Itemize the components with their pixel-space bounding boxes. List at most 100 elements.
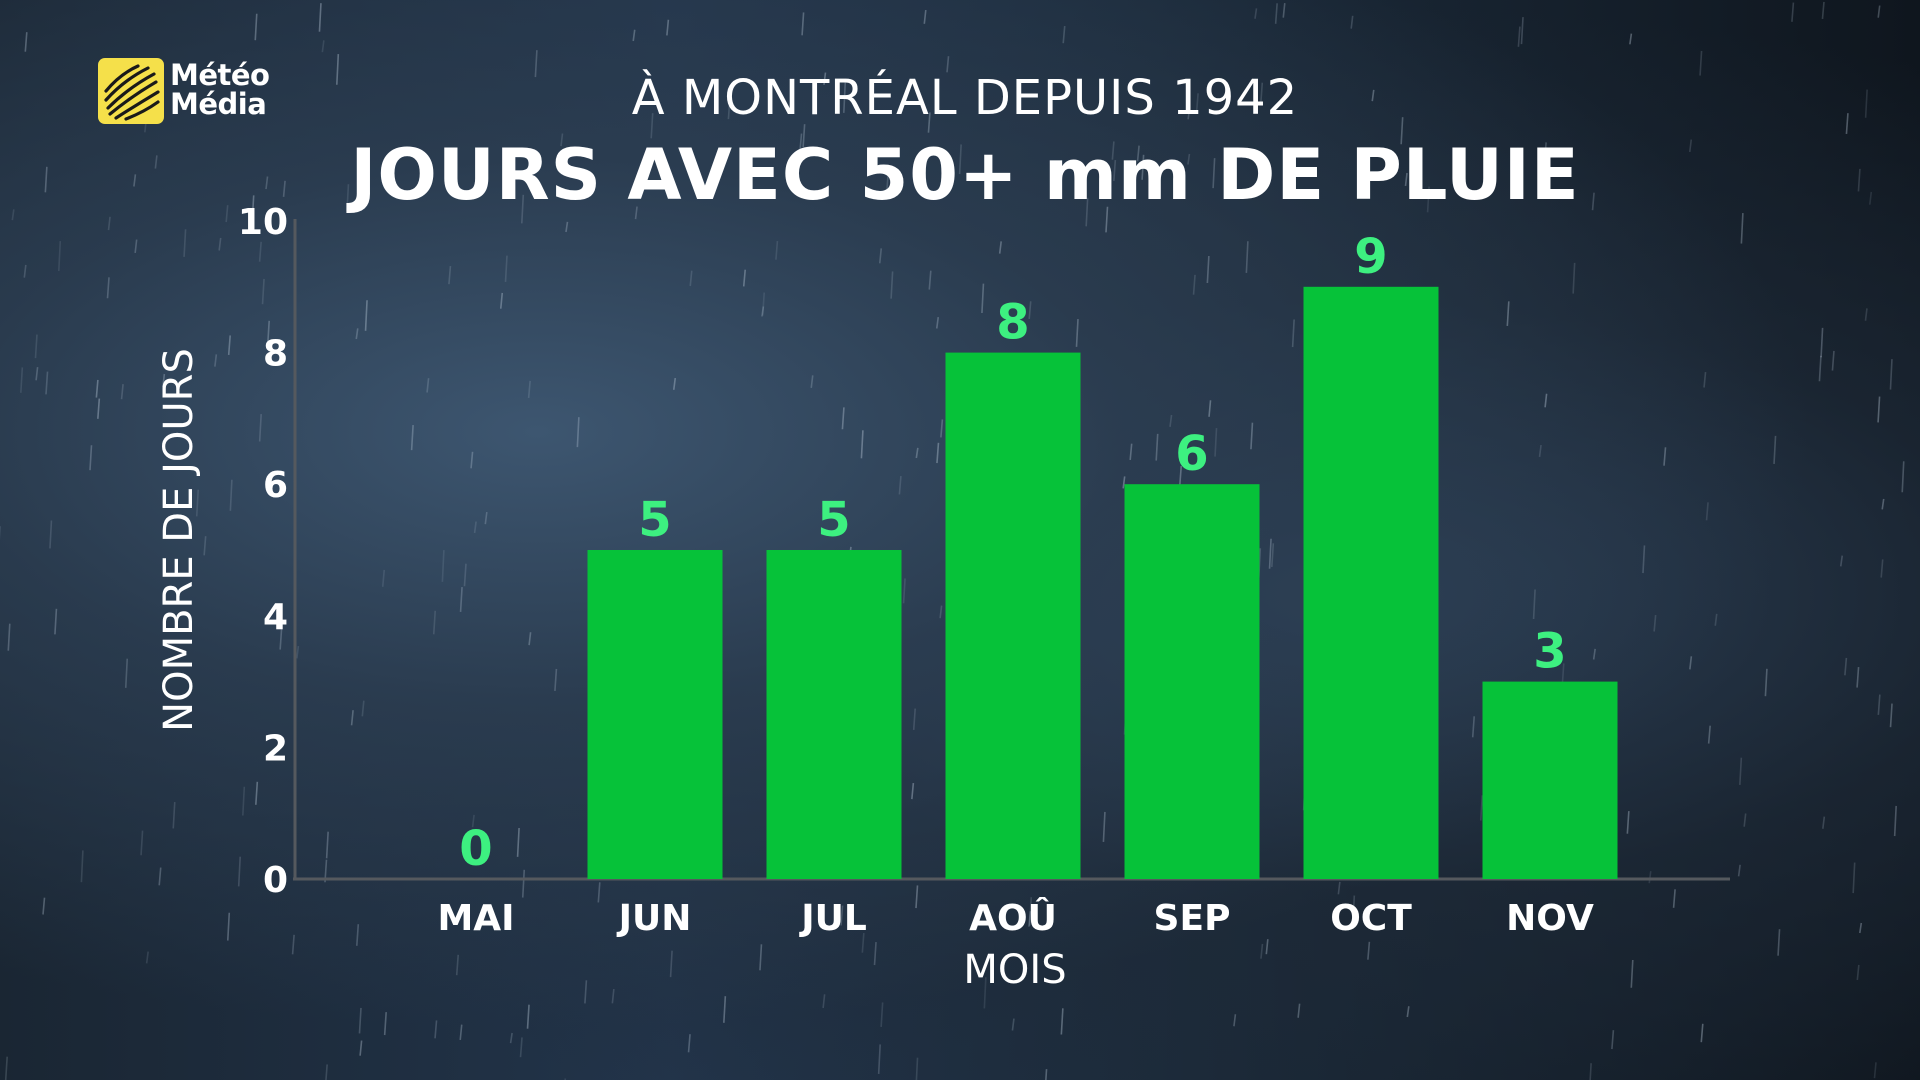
- rain-streak: [1821, 1, 1825, 20]
- rain-streak: [1707, 725, 1711, 744]
- rain-streak: [1282, 3, 1286, 18]
- rain-streak: [822, 994, 826, 1009]
- rain-streak: [1479, 795, 1484, 821]
- rain-streak: [1689, 656, 1693, 670]
- rain-streak: [666, 19, 670, 36]
- rain-streak: [799, 133, 803, 150]
- rain-streak: [936, 442, 940, 464]
- rain-streak: [1630, 959, 1634, 988]
- rain-streak: [1426, 186, 1430, 213]
- rain-streak: [1208, 400, 1212, 417]
- rain-streak: [1195, 93, 1199, 113]
- rain-streak: [282, 180, 286, 197]
- rain-streak: [321, 40, 325, 53]
- rain-streak: [634, 206, 638, 220]
- x-axis-title: MOIS: [963, 947, 1066, 993]
- rain-streak: [361, 700, 365, 717]
- y-axis-title: NOMBRE DE JOURS: [156, 348, 202, 732]
- rain-streak: [162, 373, 166, 388]
- rain-streak: [1102, 811, 1106, 842]
- rain-streak: [20, 367, 24, 393]
- bar-jul: [766, 550, 902, 879]
- rain-streak: [107, 216, 111, 231]
- rain-streak: [1714, 613, 1718, 626]
- rain-streak: [1877, 5, 1881, 18]
- rain-streak: [1699, 50, 1703, 76]
- rain-streak: [1515, 147, 1519, 162]
- x-tick-label: OCT: [1330, 898, 1412, 939]
- rain-streak: [1705, 502, 1709, 521]
- rain-streak: [45, 371, 49, 395]
- rain-streak: [1350, 15, 1354, 29]
- rain-streak: [124, 658, 129, 688]
- chart-subtitle: À MONTRÉAL DEPUIS 1942: [631, 70, 1299, 126]
- rain-streak: [1136, 145, 1140, 162]
- rain-streak: [35, 367, 39, 381]
- rain-streak: [1262, 166, 1266, 192]
- rain-streak: [441, 550, 445, 582]
- rain-streak: [632, 29, 636, 42]
- rain-streak: [983, 977, 987, 1009]
- rain-streak: [4, 1056, 8, 1080]
- rain-streak: [89, 445, 93, 471]
- rain-streak: [509, 1032, 513, 1044]
- rain-streak: [140, 830, 144, 856]
- rain-streak: [689, 270, 693, 287]
- x-tick-label: JUL: [798, 898, 867, 939]
- rain-streak: [484, 511, 488, 525]
- rain-streak: [23, 264, 27, 278]
- globe-icon: [98, 58, 164, 124]
- rain-streak: [521, 869, 526, 898]
- rain-streak: [158, 867, 162, 886]
- rain-streak: [1764, 668, 1768, 697]
- rain-streak: [1844, 657, 1848, 676]
- rain-streak: [1105, 206, 1109, 233]
- rain-streak: [802, 124, 806, 147]
- rain-streak: [759, 944, 763, 971]
- bar-value-label: 5: [817, 492, 850, 548]
- rain-streak: [1471, 716, 1476, 738]
- bar-value-label: 9: [1354, 229, 1387, 285]
- rain-streak: [1265, 939, 1269, 955]
- rain-streak: [226, 912, 231, 941]
- rain-streak: [227, 335, 231, 356]
- rain-streak: [1352, 895, 1356, 927]
- rain-streak: [1859, 922, 1863, 934]
- rain-streak: [1852, 862, 1856, 894]
- rain-streak: [7, 623, 11, 651]
- rain-streak: [1822, 816, 1826, 829]
- rain-streak: [1663, 447, 1667, 466]
- rain-streak: [915, 885, 919, 909]
- rain-streak: [54, 608, 58, 635]
- rain-streak: [1773, 435, 1777, 465]
- bar-aoû: [945, 352, 1081, 880]
- rain-streak: [1868, 191, 1873, 205]
- rain-streak: [1129, 443, 1133, 461]
- rain-streak: [927, 112, 931, 133]
- rain-streak: [1400, 117, 1404, 145]
- rain-streak: [761, 306, 765, 317]
- rain-streak: [80, 850, 84, 883]
- rain-streak: [998, 241, 1002, 254]
- rain-streak: [723, 996, 727, 1023]
- rain-streak: [279, 627, 283, 650]
- rain-streak: [1371, 89, 1375, 102]
- rain-streak: [1187, 107, 1191, 120]
- rain-streak: [1592, 648, 1596, 660]
- rain-streak: [355, 328, 359, 340]
- rain-streak: [237, 856, 241, 887]
- rain-streak: [1122, 476, 1126, 489]
- rain-streak: [106, 277, 110, 299]
- rain-streak: [254, 13, 258, 41]
- rain-streak: [97, 398, 101, 419]
- rain-streak: [560, 133, 564, 147]
- rain-streak: [432, 610, 437, 635]
- rain-streak: [1740, 213, 1744, 244]
- rain-streak: [527, 380, 531, 399]
- rain-streak: [455, 954, 460, 976]
- rain-streak: [880, 1002, 884, 1028]
- rain-streak: [1653, 615, 1657, 632]
- rain-streak: [1085, 197, 1089, 227]
- rain-streak: [1857, 168, 1861, 192]
- rain-streak: [463, 563, 467, 587]
